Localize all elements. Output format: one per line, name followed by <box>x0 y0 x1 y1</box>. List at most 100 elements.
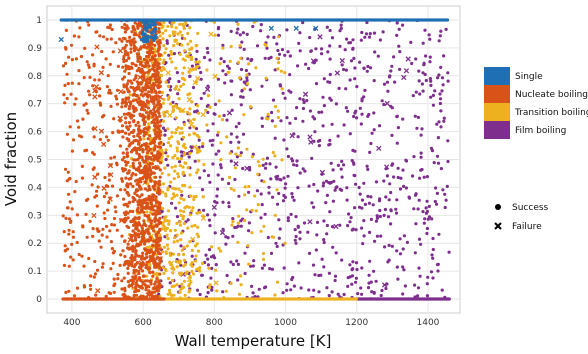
data-point <box>419 133 423 137</box>
data-point <box>317 290 321 294</box>
data-point <box>150 57 154 61</box>
data-point <box>170 60 174 64</box>
data-point <box>370 290 374 294</box>
data-point <box>307 288 311 292</box>
data-point <box>152 19 157 23</box>
data-point <box>155 166 159 170</box>
data-point <box>123 294 127 298</box>
data-point <box>125 24 129 28</box>
data-point <box>307 251 312 255</box>
data-point <box>149 211 153 215</box>
data-point <box>149 99 153 103</box>
data-point <box>419 151 423 155</box>
data-point <box>446 139 450 143</box>
data-point <box>442 116 446 120</box>
data-point <box>363 35 367 39</box>
data-point <box>175 233 179 237</box>
data-point <box>146 284 150 288</box>
data-point <box>235 259 239 263</box>
data-point <box>194 65 198 69</box>
data-point <box>104 294 108 298</box>
data-point <box>271 98 276 102</box>
data-point <box>158 114 162 118</box>
data-point <box>146 77 150 81</box>
data-point <box>224 242 228 246</box>
data-point <box>172 44 176 48</box>
data-point <box>294 241 298 245</box>
data-point <box>416 286 421 290</box>
data-point <box>202 169 206 173</box>
data-point <box>154 280 158 284</box>
data-point <box>82 103 86 107</box>
data-point <box>102 35 106 39</box>
data-point <box>156 109 160 113</box>
data-point <box>180 126 184 130</box>
x-axis-title: Wall temperature [K] <box>175 332 332 350</box>
data-point <box>130 264 134 268</box>
data-point <box>158 80 163 84</box>
data-point <box>125 137 129 141</box>
data-point <box>148 142 153 146</box>
data-point <box>166 84 170 88</box>
data-point <box>425 226 429 231</box>
data-point <box>146 137 150 141</box>
data-point <box>163 133 167 137</box>
data-point <box>162 245 166 249</box>
data-point <box>171 252 176 256</box>
data-point <box>214 268 218 272</box>
data-point <box>188 74 192 78</box>
data-point <box>424 54 428 58</box>
data-point <box>231 220 235 224</box>
data-point <box>422 63 426 67</box>
data-point <box>193 110 197 114</box>
data-point <box>263 286 267 290</box>
data-point <box>128 164 133 168</box>
data-point <box>124 103 128 107</box>
data-point <box>180 43 184 47</box>
data-point <box>120 105 124 109</box>
data-point <box>108 23 112 27</box>
data-point <box>89 287 93 291</box>
data-point <box>298 49 302 53</box>
data-point <box>342 163 346 167</box>
data-point <box>157 281 161 285</box>
data-point <box>290 192 294 196</box>
data-point <box>342 292 346 297</box>
failure-point <box>147 155 153 162</box>
data-point <box>346 109 350 113</box>
data-point <box>145 210 149 214</box>
data-point <box>166 127 170 131</box>
data-point <box>315 220 320 224</box>
data-point <box>262 224 266 228</box>
data-point <box>153 94 157 99</box>
data-point <box>125 27 129 31</box>
data-point <box>236 22 240 26</box>
data-point <box>383 207 387 212</box>
data-point <box>154 253 159 257</box>
data-point <box>187 155 191 159</box>
data-point <box>447 250 451 254</box>
failure-point <box>118 88 124 95</box>
data-point <box>150 202 154 206</box>
data-point <box>269 55 273 60</box>
data-point <box>354 297 358 301</box>
data-point <box>271 195 275 199</box>
data-point <box>362 66 366 70</box>
data-point <box>229 29 233 33</box>
data-point <box>367 201 371 205</box>
data-point <box>146 45 150 49</box>
data-point <box>206 129 210 133</box>
data-point <box>245 82 250 86</box>
data-point <box>399 176 403 180</box>
data-point <box>384 286 388 291</box>
data-point <box>164 47 168 51</box>
data-point <box>153 43 157 48</box>
data-point <box>91 53 95 57</box>
data-point <box>242 113 246 117</box>
data-point <box>131 199 135 204</box>
data-point <box>96 185 100 189</box>
data-point <box>149 46 153 50</box>
data-point <box>440 89 444 93</box>
data-point <box>188 213 192 217</box>
legend-label: Film boiling <box>515 126 566 136</box>
